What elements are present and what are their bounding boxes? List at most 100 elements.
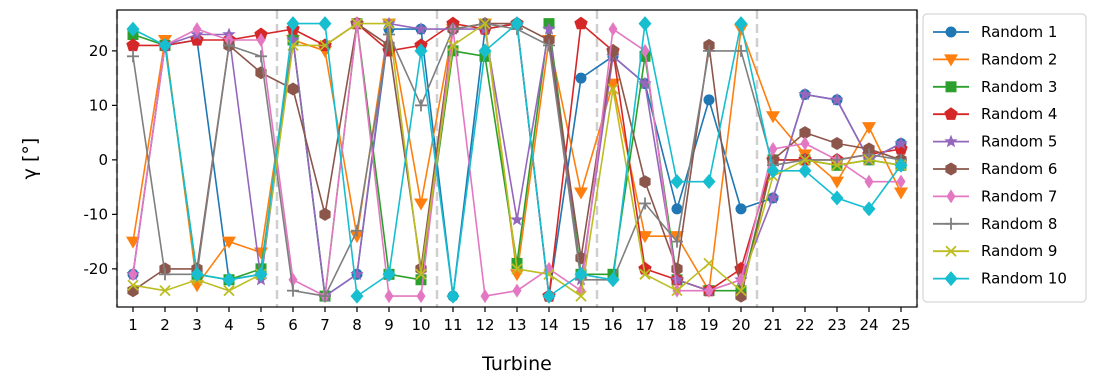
data-point xyxy=(670,174,684,190)
x-tick-label: 17 xyxy=(635,316,654,334)
data-point xyxy=(159,285,171,297)
legend-label: Random 7 xyxy=(981,187,1057,205)
data-point xyxy=(830,176,844,189)
x-tick-label: 1 xyxy=(128,316,138,334)
data-point xyxy=(735,285,747,297)
x-b xyxy=(607,83,619,95)
x-tick-label: 18 xyxy=(667,316,686,334)
data-point xyxy=(704,283,714,298)
data-point xyxy=(671,203,683,215)
x-b xyxy=(351,17,363,30)
x-b xyxy=(703,257,715,270)
x-b xyxy=(639,268,651,280)
data-point xyxy=(190,266,204,282)
x-tick-label: 15 xyxy=(571,316,590,334)
data-point xyxy=(735,44,747,57)
x-b xyxy=(575,290,587,302)
data-point xyxy=(126,38,140,52)
x-tick-label: 23 xyxy=(827,316,846,334)
x-tick-label: 19 xyxy=(699,316,718,334)
data-point xyxy=(414,198,428,211)
data-point xyxy=(255,50,267,63)
data-point xyxy=(768,141,778,156)
data-point xyxy=(479,17,491,30)
x-tick-label: 13 xyxy=(507,316,526,334)
data-point xyxy=(702,174,716,190)
data-point xyxy=(128,267,138,282)
data-point xyxy=(574,187,588,200)
y-axis-title: γ [°] xyxy=(19,138,41,180)
data-point xyxy=(447,23,459,36)
data-point xyxy=(286,33,300,46)
x-tick-label: 4 xyxy=(224,316,234,334)
data-point xyxy=(671,235,683,248)
data-point xyxy=(319,290,331,303)
data-point xyxy=(350,288,364,304)
data-point xyxy=(510,16,524,32)
data-point xyxy=(944,134,958,148)
data-point xyxy=(766,111,780,124)
data-point xyxy=(703,94,715,106)
data-point xyxy=(222,272,236,288)
y-tick-label: 10 xyxy=(89,96,108,114)
data-point xyxy=(639,197,651,210)
x-axis-title: Turbine xyxy=(481,353,552,375)
data-point xyxy=(256,32,266,47)
data-point xyxy=(831,137,843,150)
legend-label: Random 1 xyxy=(981,23,1057,41)
data-point xyxy=(415,268,427,280)
data-point xyxy=(159,268,171,281)
x-b xyxy=(735,285,747,297)
data-point xyxy=(945,81,957,93)
x-tick-label: 24 xyxy=(859,316,878,334)
data-point xyxy=(703,44,715,57)
data-point xyxy=(318,16,332,32)
data-point xyxy=(798,163,812,179)
x-tick-label: 16 xyxy=(603,316,622,334)
x-tick-label: 7 xyxy=(320,316,330,334)
data-point xyxy=(223,39,235,52)
data-point xyxy=(944,107,958,120)
legend-label: Random 6 xyxy=(981,160,1057,178)
legend-label: Random 9 xyxy=(981,242,1057,260)
data-point xyxy=(222,236,236,249)
data-point xyxy=(286,16,300,32)
data-point xyxy=(798,87,812,101)
x-tick-label: 21 xyxy=(763,316,782,334)
data-point xyxy=(608,22,618,37)
data-point xyxy=(863,154,875,166)
data-point xyxy=(350,267,364,280)
data-point xyxy=(639,175,651,189)
x-b xyxy=(223,285,235,297)
data-point xyxy=(766,163,780,179)
x-b xyxy=(127,279,139,291)
data-point xyxy=(638,231,652,244)
x-tick-label: 3 xyxy=(192,316,202,334)
data-point xyxy=(383,28,395,41)
x-b xyxy=(319,39,331,52)
data-point xyxy=(351,224,363,237)
data-point xyxy=(639,268,651,280)
data-point xyxy=(446,288,460,304)
x-b xyxy=(447,39,459,52)
data-point xyxy=(351,17,363,30)
data-point xyxy=(944,54,958,67)
data-point xyxy=(382,266,396,282)
data-point xyxy=(350,231,364,244)
data-point xyxy=(542,288,556,304)
data-point xyxy=(766,191,780,204)
series-layer xyxy=(126,16,908,304)
data-point xyxy=(863,148,875,161)
data-point xyxy=(127,50,139,63)
data-point xyxy=(894,136,908,150)
data-point xyxy=(126,236,140,249)
data-point xyxy=(799,154,811,166)
data-point xyxy=(800,136,810,151)
data-point xyxy=(831,159,843,171)
data-point xyxy=(670,272,684,286)
legend-label: Random 3 xyxy=(981,78,1057,96)
data-point xyxy=(223,285,235,297)
data-point xyxy=(945,26,957,38)
data-point xyxy=(192,22,202,37)
x-b xyxy=(863,154,875,166)
